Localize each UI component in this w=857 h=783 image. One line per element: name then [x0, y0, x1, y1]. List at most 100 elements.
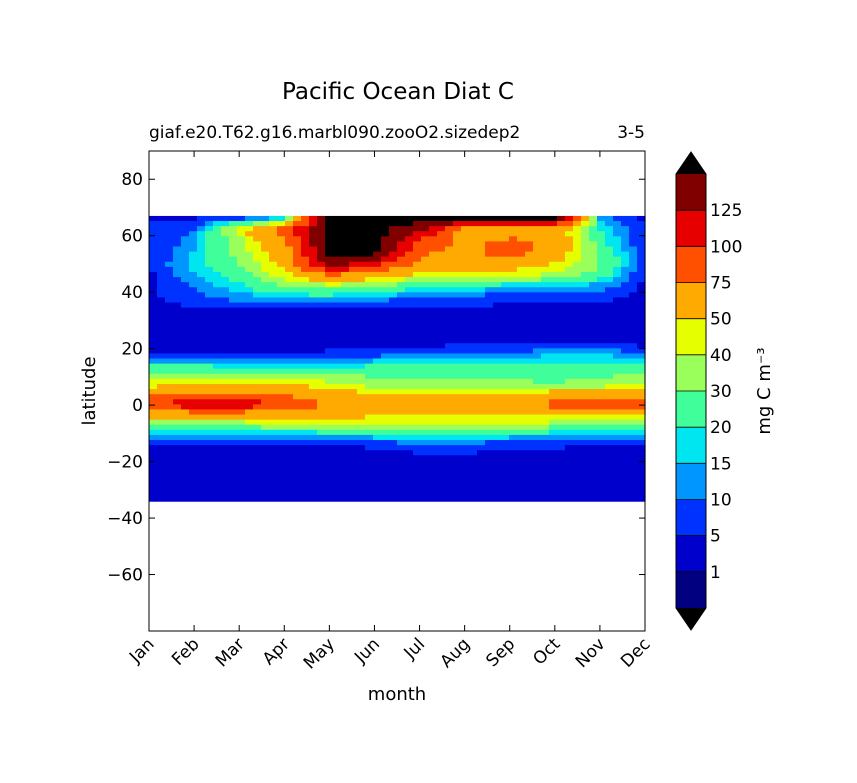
- heatmap-cell: [381, 348, 390, 355]
- heatmap-cell: [509, 292, 518, 299]
- heatmap-cell: [597, 399, 606, 405]
- heatmap-cell: [253, 465, 262, 472]
- heatmap-cell: [173, 353, 182, 360]
- heatmap-cell: [589, 277, 598, 283]
- heatmap-cell: [469, 440, 478, 446]
- heatmap-cell: [189, 226, 198, 232]
- heatmap-cell: [597, 282, 606, 288]
- heatmap-cell: [421, 378, 430, 385]
- heatmap-cell: [189, 236, 198, 242]
- heatmap-cell: [597, 322, 606, 329]
- heatmap-cell: [557, 266, 566, 273]
- heatmap-cell: [261, 440, 270, 446]
- heatmap-cell: [237, 409, 246, 416]
- heatmap-cell: [285, 221, 294, 227]
- heatmap-cell: [357, 368, 366, 375]
- heatmap-cell: [589, 363, 598, 370]
- heatmap-cell: [477, 282, 486, 288]
- heatmap-cell: [285, 378, 294, 385]
- heatmap-cell: [293, 343, 302, 349]
- heatmap-cell: [269, 490, 278, 497]
- heatmap-cell: [509, 271, 518, 278]
- heatmap-cell: [589, 348, 598, 355]
- heatmap-cell: [365, 440, 374, 446]
- heatmap-cell: [221, 414, 230, 421]
- heatmap-cell: [493, 434, 502, 441]
- heatmap-cell: [293, 327, 302, 334]
- heatmap-cell: [269, 327, 278, 334]
- heatmap-cell: [221, 434, 230, 441]
- heatmap-cell: [157, 312, 166, 319]
- heatmap-cell: [453, 287, 462, 293]
- heatmap-cell: [493, 343, 502, 349]
- heatmap-cell: [301, 317, 310, 324]
- heatmap-cell: [557, 277, 566, 283]
- heatmap-cell: [341, 475, 350, 482]
- heatmap-cell: [589, 404, 598, 411]
- heatmap-cell: [405, 292, 414, 299]
- heatmap-cell: [253, 389, 262, 395]
- heatmap-cell: [605, 327, 614, 334]
- heatmap-cell: [229, 251, 238, 258]
- heatmap-cell: [557, 353, 566, 360]
- heatmap-cell: [533, 429, 542, 436]
- heatmap-cell: [525, 485, 534, 492]
- heatmap-cell: [349, 485, 358, 492]
- heatmap-cell: [173, 302, 182, 309]
- heatmap-cell: [381, 251, 390, 258]
- heatmap-cell: [325, 414, 334, 421]
- heatmap-cell: [445, 251, 454, 258]
- heatmap-cell: [277, 277, 286, 283]
- heatmap-cell: [573, 348, 582, 355]
- heatmap-cell: [517, 348, 526, 355]
- heatmap-cell: [445, 363, 454, 370]
- heatmap-cell: [277, 470, 286, 477]
- heatmap-cell: [493, 261, 502, 268]
- heatmap-cell: [213, 231, 222, 237]
- heatmap-cell: [277, 490, 286, 497]
- heatmap-cell: [181, 465, 190, 472]
- heatmap-cell: [509, 389, 518, 395]
- heatmap-cell: [293, 475, 302, 482]
- heatmap-cell: [365, 480, 374, 487]
- heatmap-cell: [325, 333, 334, 339]
- heatmap-cell: [197, 480, 206, 487]
- heatmap-cell: [541, 414, 550, 421]
- heatmap-cell: [493, 389, 502, 395]
- heatmap-cell: [301, 277, 310, 283]
- heatmap-cell: [165, 246, 174, 253]
- heatmap-cell: [301, 399, 310, 405]
- heatmap-cell: [493, 287, 502, 293]
- heatmap-cell: [261, 434, 270, 441]
- heatmap-cell: [445, 287, 454, 293]
- heatmap-cell: [469, 256, 478, 263]
- heatmap-cell: [469, 358, 478, 365]
- heatmap-cell: [397, 490, 406, 497]
- heatmap-cell: [149, 460, 158, 467]
- heatmap-cell: [285, 485, 294, 492]
- heatmap-cell: [293, 241, 302, 248]
- heatmap-cell: [261, 470, 270, 477]
- heatmap-cell: [229, 266, 238, 273]
- heatmap-cell: [517, 363, 526, 370]
- heatmap-cell: [389, 496, 398, 502]
- heatmap-cell: [405, 383, 414, 390]
- heatmap-cell: [261, 399, 270, 405]
- heatmap-cell: [421, 282, 430, 288]
- heatmap-cell: [269, 399, 278, 405]
- heatmap-cell: [357, 322, 366, 329]
- heatmap-cell: [517, 322, 526, 329]
- heatmap-cell: [541, 470, 550, 477]
- heatmap-cell: [637, 277, 646, 283]
- heatmap-cell: [509, 434, 518, 441]
- heatmap-cell: [509, 246, 518, 253]
- heatmap-cell: [541, 496, 550, 502]
- heatmap-cell: [581, 440, 590, 446]
- heatmap-cell: [445, 307, 454, 314]
- heatmap-cell: [397, 373, 406, 380]
- heatmap-cell: [149, 266, 158, 273]
- heatmap-cell: [229, 282, 238, 288]
- heatmap-cell: [413, 333, 422, 339]
- heatmap-cell: [621, 409, 630, 416]
- heatmap-cell: [589, 226, 598, 232]
